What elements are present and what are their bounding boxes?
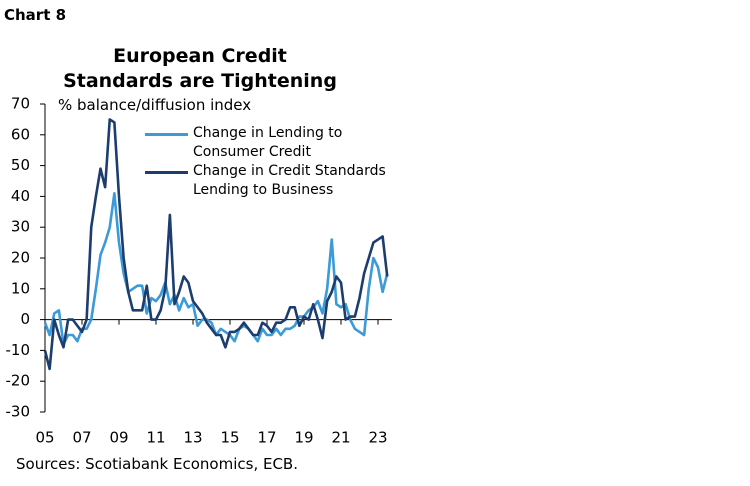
legend-swatch (145, 133, 188, 136)
x-tick-label: 19 (294, 429, 313, 447)
x-tick-label: 11 (146, 429, 165, 447)
y-tick-label: 30 (11, 218, 30, 236)
source: Sources: Scotiabank Economics, ECB. (16, 455, 298, 473)
x-tick-label: 09 (109, 429, 128, 447)
series-line (43, 192, 389, 346)
legend-label: Change in Lending to Consumer Credit (193, 125, 343, 160)
y-tick-label: 50 (11, 156, 30, 174)
y-axis-label: % balance/diffusion index (58, 96, 252, 114)
y-tick-label: 70 (11, 95, 30, 113)
x-tick-label: 15 (220, 429, 239, 447)
y-tick-label: 20 (11, 249, 30, 267)
legend-swatch (145, 171, 188, 174)
series-line (43, 118, 389, 371)
x-tick-label: 05 (35, 429, 54, 447)
x-tick-label: 13 (183, 429, 202, 447)
y-tick-label: -30 (6, 403, 31, 421)
x-tick-label: 07 (72, 429, 91, 447)
y-tick-label: -10 (6, 341, 31, 359)
y-tick-label: 10 (11, 279, 30, 297)
chart-title: European Credit Standards are Tightening (63, 45, 337, 92)
x-tick-label: 21 (331, 429, 350, 447)
x-tick-label: 23 (368, 429, 387, 447)
x-tick-label: 17 (257, 429, 276, 447)
y-tick-label: 40 (11, 187, 30, 205)
legend-label: Change in Credit Standards Lending to Bu… (193, 163, 386, 198)
y-tick-label: 0 (20, 310, 30, 328)
y-tick-label: 60 (11, 125, 30, 143)
y-tick-label: -20 (6, 372, 31, 390)
chart-label: Chart 8 (4, 6, 67, 24)
